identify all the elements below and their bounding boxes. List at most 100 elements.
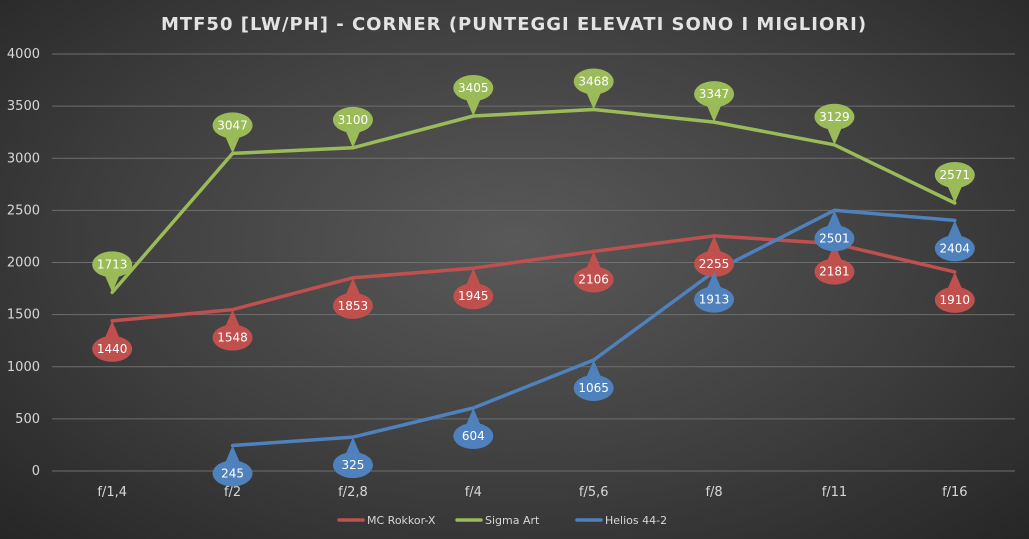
data-label-text: 2404: [940, 241, 971, 255]
data-label-bubble: [453, 283, 494, 310]
data-label-helios-44-2: 325: [332, 437, 373, 479]
x-tick-label: f/5,6: [579, 485, 609, 500]
data-label-text: 325: [341, 458, 364, 472]
data-label-bubble: [573, 374, 614, 401]
grid: [52, 53, 1015, 472]
data-label-mc-rokkor-x: 1548: [212, 309, 253, 351]
y-tick-label: 0: [32, 464, 40, 479]
data-label-sigma-art: 3468: [573, 68, 614, 110]
x-tick-label: f/8: [705, 485, 722, 500]
legend-item-mc-rokkor-x: MC Rokkor-X: [337, 514, 436, 527]
y-tick-label: 1500: [7, 308, 40, 323]
data-labels: 1440 1548 1853 1945 2106 2255 2181 1910 1713 3047…: [92, 68, 975, 487]
legend-item-helios-44-2: Helios 44-2: [575, 514, 667, 527]
data-label-helios-44-2: 2501: [814, 210, 855, 252]
data-label-text: 1440: [97, 342, 128, 356]
data-label-bubble: [694, 81, 735, 108]
data-label-bubble: [934, 286, 975, 313]
legend-item-sigma-art: Sigma Art: [455, 514, 540, 527]
data-label-mc-rokkor-x: 2255: [694, 235, 735, 277]
data-label-sigma-art: 1713: [92, 251, 133, 293]
data-label-sigma-art: 3405: [453, 75, 494, 117]
data-label-text: 3405: [458, 81, 489, 95]
data-label-helios-44-2: 1913: [694, 271, 735, 313]
series-lines: [110, 107, 957, 448]
data-label-bubble: [814, 103, 855, 130]
data-label-text: 2501: [819, 231, 850, 245]
data-label-bubble: [453, 75, 494, 102]
data-label-text: 2571: [940, 168, 971, 182]
data-label-text: 245: [221, 466, 244, 480]
series-line-helios-44-2: [230, 208, 957, 448]
data-label-text: 1065: [578, 381, 609, 395]
legend-label: MC Rokkor-X: [367, 514, 436, 527]
data-label-helios-44-2: 604: [453, 408, 494, 450]
data-label-text: 1910: [940, 293, 971, 307]
data-label-mc-rokkor-x: 2181: [814, 243, 855, 285]
data-label-bubble: [573, 68, 614, 95]
data-label-mc-rokkor-x: 1440: [92, 320, 133, 362]
data-label-text: 3100: [338, 113, 369, 127]
data-label-bubble: [694, 250, 735, 277]
data-label-text: 604: [462, 429, 485, 443]
data-label-text: 1853: [338, 299, 369, 313]
x-tick-label: f/2: [224, 485, 241, 500]
y-tick-label: 4000: [7, 47, 40, 62]
data-label-bubble: [212, 112, 253, 139]
data-label-bubble: [332, 452, 373, 479]
x-tick-label: f/11: [822, 485, 848, 500]
data-label-text: 2255: [699, 257, 730, 271]
data-label-bubble: [573, 266, 614, 293]
data-label-bubble: [332, 292, 373, 319]
data-label-text: 3347: [699, 87, 730, 101]
data-label-bubble: [694, 286, 735, 313]
data-label-helios-44-2: 1065: [573, 359, 614, 401]
data-label-text: 2181: [819, 265, 850, 279]
data-label-bubble: [212, 324, 253, 351]
data-label-sigma-art: 3100: [332, 106, 373, 148]
data-label-sigma-art: 3129: [814, 103, 855, 145]
data-label-sigma-art: 3347: [694, 81, 735, 123]
data-label-sigma-art: 3047: [212, 112, 253, 154]
y-tick-label: 1000: [7, 360, 40, 375]
data-label-mc-rokkor-x: 1910: [934, 271, 975, 313]
data-label-bubble: [92, 251, 133, 278]
data-label-bubble: [332, 106, 373, 133]
data-label-bubble: [814, 225, 855, 252]
x-tick-label: f/2,8: [338, 485, 368, 500]
x-axis-ticks: f/1,4 f/2 f/2,8 f/4 f/5,6 f/8 f/11 f/16: [97, 485, 967, 500]
data-label-helios-44-2: 2404: [934, 220, 975, 262]
chart-title: MTF50 [LW/PH] - CORNER (PUNTEGGI ELEVATI…: [161, 14, 867, 35]
legend-label: Helios 44-2: [605, 514, 667, 527]
data-label-text: 3468: [578, 74, 609, 88]
data-label-bubble: [934, 235, 975, 262]
data-label-text: 1713: [97, 257, 128, 271]
data-label-bubble: [453, 423, 494, 450]
y-tick-label: 2000: [7, 256, 40, 271]
data-label-bubble: [92, 335, 133, 362]
x-tick-label: f/16: [942, 485, 968, 500]
y-tick-label: 3500: [7, 99, 40, 114]
data-label-text: 1913: [699, 293, 730, 307]
y-tick-label: 500: [15, 412, 40, 427]
series-line-mc-rokkor-x: [110, 234, 957, 323]
data-label-sigma-art: 2571: [934, 161, 975, 203]
data-label-helios-44-2: 245: [212, 445, 253, 487]
data-label-text: 3047: [217, 118, 248, 132]
y-axis-ticks: 0 500 1000 1500 2000 2500 3000 3500 4000: [7, 47, 40, 479]
y-tick-label: 3000: [7, 151, 40, 166]
series-line-sigma-art: [110, 107, 957, 295]
data-label-mc-rokkor-x: 2106: [573, 251, 614, 293]
data-label-mc-rokkor-x: 1945: [453, 268, 494, 310]
data-label-text: 1945: [458, 289, 489, 303]
data-label-text: 3129: [819, 110, 850, 124]
legend: MC Rokkor-X Sigma Art Helios 44-2: [337, 514, 667, 527]
data-label-mc-rokkor-x: 1853: [332, 277, 373, 319]
data-label-bubble: [814, 258, 855, 285]
data-label-text: 2106: [578, 272, 609, 286]
y-tick-label: 2500: [7, 203, 40, 218]
legend-label: Sigma Art: [485, 514, 540, 527]
data-label-bubble: [934, 161, 975, 188]
x-tick-label: f/4: [465, 485, 482, 500]
